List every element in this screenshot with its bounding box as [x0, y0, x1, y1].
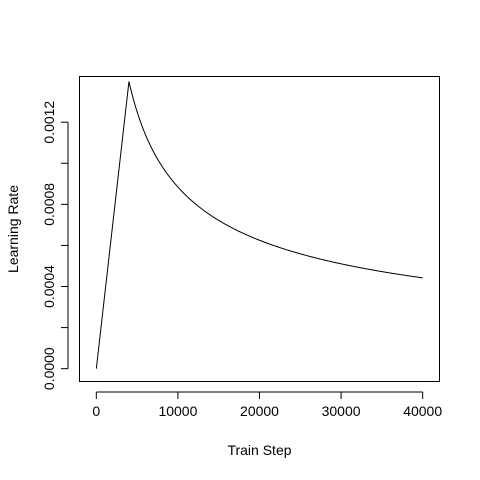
x-tick-label: 40000: [403, 403, 442, 419]
y-tick-label: 0.0004: [41, 265, 57, 308]
x-tick-label: 0: [92, 403, 100, 419]
x-axis-label: Train Step: [227, 442, 291, 458]
plot-frame: [79, 76, 440, 382]
x-tick-label: 20000: [240, 403, 279, 419]
learning-rate-line: [95, 81, 423, 369]
x-tick-label: 30000: [322, 403, 361, 419]
y-tick-label: 0.0000: [41, 347, 57, 390]
y-tick-label: 0.0012: [41, 101, 57, 144]
y-axis: 0.0000 0.0004 0.0008 0.0012: [41, 101, 69, 390]
y-tick-label: 0.0008: [41, 183, 57, 226]
y-axis-label: Learning Rate: [5, 185, 21, 273]
x-tick-label: 10000: [158, 403, 197, 419]
x-axis: 0 10000 20000 30000 40000: [92, 391, 442, 419]
